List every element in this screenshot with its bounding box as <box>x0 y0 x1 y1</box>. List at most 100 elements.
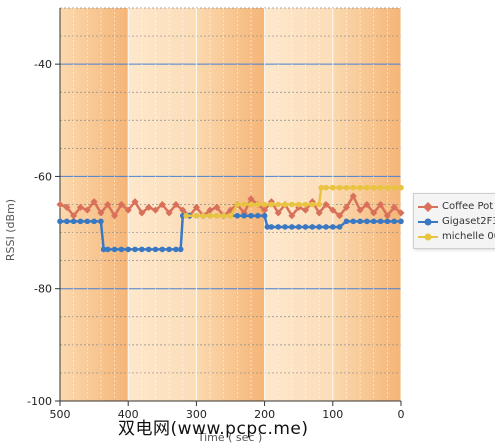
data-point <box>295 201 302 208</box>
data-point <box>370 218 377 225</box>
data-point <box>90 198 98 206</box>
data-point <box>329 206 337 214</box>
data-point <box>288 212 296 220</box>
data-point <box>57 218 63 225</box>
data-point <box>261 201 268 208</box>
data-point <box>398 184 404 191</box>
data-point <box>207 212 213 219</box>
data-point <box>70 218 77 225</box>
data-point <box>166 246 172 253</box>
data-point <box>70 212 78 220</box>
data-point <box>83 206 91 214</box>
legend: Coffee Pot 0 Gigaset2F3 michelle 00: <box>413 193 495 249</box>
data-point <box>220 212 227 219</box>
data-point <box>254 212 261 219</box>
data-point <box>104 246 111 253</box>
data-point <box>214 212 220 219</box>
data-point <box>356 206 364 214</box>
data-point <box>151 206 160 214</box>
data-point <box>118 246 125 253</box>
data-point <box>173 246 179 253</box>
data-point <box>111 212 119 220</box>
x-tick-label: 300 <box>186 408 207 421</box>
data-point <box>183 212 189 219</box>
data-point <box>330 224 336 230</box>
data-point <box>159 246 166 253</box>
x-tick-label: 400 <box>118 408 139 421</box>
data-point <box>264 224 271 230</box>
data-point <box>158 200 166 209</box>
data-point <box>234 212 241 219</box>
data-point <box>364 218 370 225</box>
data-point <box>383 212 391 220</box>
data-point <box>377 184 384 191</box>
data-point <box>213 203 221 211</box>
data-point <box>323 184 329 191</box>
data-point <box>177 246 184 253</box>
data-point <box>76 203 84 211</box>
data-point <box>248 201 254 208</box>
x-tick-label: 0 <box>398 408 405 421</box>
tick-labels: 500 400 300 200 100 0 -40 -60 -80 -100 <box>27 58 404 421</box>
legend-label: Coffee Pot 0 <box>442 201 495 212</box>
x-axis-label: Time ( sec ) <box>197 431 263 444</box>
y-tick-label: -80 <box>34 283 52 296</box>
data-point <box>398 218 404 225</box>
data-point <box>370 184 377 191</box>
data-point <box>117 200 125 209</box>
data-point <box>131 198 139 206</box>
data-point <box>275 201 282 208</box>
data-point <box>377 218 384 225</box>
data-point <box>179 206 187 214</box>
data-point <box>364 184 370 191</box>
data-point <box>289 201 295 208</box>
data-point <box>363 200 371 209</box>
data-point <box>336 184 343 191</box>
data-point <box>384 218 391 225</box>
series-2 <box>183 184 404 219</box>
data-point <box>397 209 405 217</box>
data-point <box>315 209 323 217</box>
data-point <box>343 218 350 225</box>
data-point <box>384 184 391 191</box>
data-point <box>309 224 316 230</box>
data-point <box>84 218 91 225</box>
data-point <box>152 246 159 253</box>
data-point <box>268 201 275 208</box>
data-point <box>322 200 330 209</box>
data-point <box>274 209 282 217</box>
data-point <box>165 209 173 217</box>
series-1 <box>57 212 404 253</box>
legend-label: michelle 00: <box>442 231 495 242</box>
data-point <box>302 201 309 208</box>
watermark-text: 双电网(www.pcpc.me) <box>118 419 309 439</box>
data-point <box>336 212 344 220</box>
data-point <box>200 212 207 219</box>
data-point <box>132 246 138 253</box>
data-point <box>247 195 255 203</box>
data-point <box>97 209 105 217</box>
data-point <box>390 203 398 211</box>
y-tick-label: -60 <box>34 170 52 183</box>
data-point <box>192 203 200 211</box>
data-point <box>206 206 214 214</box>
data-point <box>301 206 310 214</box>
y-tick-label: -100 <box>27 395 52 408</box>
data-point <box>100 246 107 253</box>
data-point <box>370 209 378 217</box>
data-point <box>124 206 132 214</box>
x-tick-label: 500 <box>50 408 71 421</box>
data-point <box>138 209 146 217</box>
data-point <box>104 200 112 209</box>
data-point <box>350 184 357 191</box>
data-point <box>125 246 131 253</box>
data-point <box>350 218 357 225</box>
legend-marker-icon <box>418 202 438 212</box>
data-point <box>248 212 254 219</box>
data-point <box>282 224 288 230</box>
data-point <box>349 192 357 200</box>
data-point <box>261 212 268 219</box>
data-point <box>64 218 70 225</box>
legend-label: Gigaset2F3 <box>442 216 495 227</box>
